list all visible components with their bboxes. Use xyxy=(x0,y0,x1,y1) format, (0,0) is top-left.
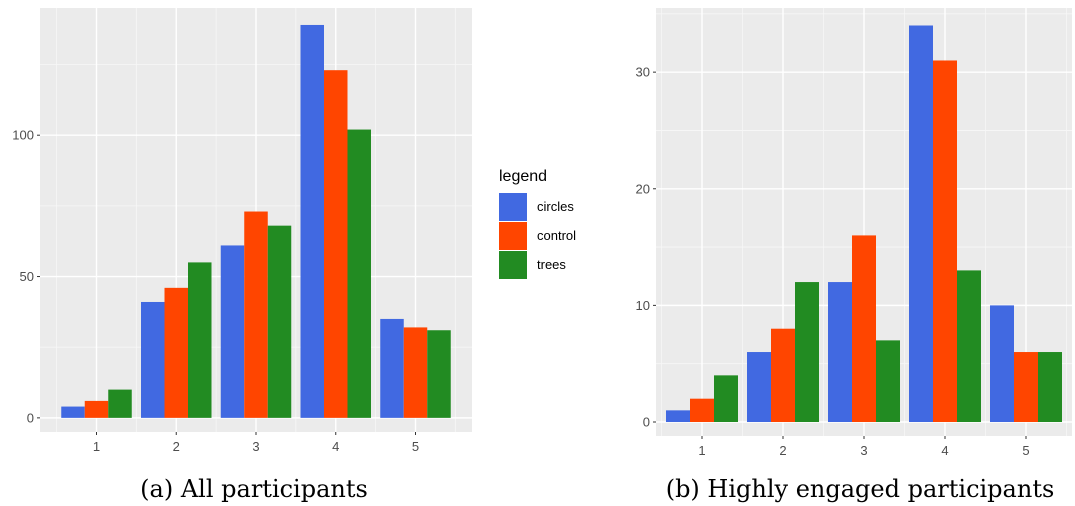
legend-title: legend xyxy=(499,168,547,185)
bar-trees-1 xyxy=(714,375,738,423)
x-tick-label: 2 xyxy=(173,439,180,454)
caption-b: (b) Highly engaged participants xyxy=(666,475,1055,503)
bar-control-2 xyxy=(164,287,188,418)
bar-circles-1 xyxy=(61,406,85,418)
x-tick-label: 3 xyxy=(860,443,867,458)
bar-trees-4 xyxy=(347,129,371,418)
bar-control-3 xyxy=(244,211,268,418)
bar-circles-2 xyxy=(747,352,771,423)
chart-all-participants: 0 50 100 1 2 3 4 5 xyxy=(12,8,472,454)
y-tick-label: 20 xyxy=(636,181,650,196)
caption-a: (a) All participants xyxy=(140,475,368,503)
bar-control-1 xyxy=(690,398,714,423)
bar-trees-1 xyxy=(108,389,132,418)
bar-control-3 xyxy=(852,235,876,423)
x-tick-label: 3 xyxy=(252,439,259,454)
bar-circles-5 xyxy=(990,305,1014,423)
legend-swatch-control xyxy=(499,222,527,250)
bar-trees-5 xyxy=(427,330,451,418)
bar-trees-5 xyxy=(1038,352,1062,423)
x-tick-label: 1 xyxy=(698,443,705,458)
y-tick-label: 50 xyxy=(20,269,34,284)
bar-control-2 xyxy=(771,328,795,423)
y-tick-label: 10 xyxy=(636,298,650,313)
bar-circles-3 xyxy=(828,282,852,423)
chart-highly-engaged-participants: 0 10 20 30 1 2 3 4 5 xyxy=(636,8,1072,458)
bar-control-4 xyxy=(324,70,348,418)
bar-control-5 xyxy=(1014,352,1038,423)
bar-circles-4 xyxy=(909,25,933,423)
legend-swatch-circles xyxy=(499,193,527,221)
x-tick-label: 5 xyxy=(412,439,419,454)
bar-trees-2 xyxy=(188,262,212,418)
y-tick-label: 0 xyxy=(643,415,650,430)
bar-trees-2 xyxy=(795,282,819,423)
legend-label-circles: circles xyxy=(537,199,574,214)
bar-circles-3 xyxy=(220,245,245,418)
y-tick-label: 0 xyxy=(27,410,34,425)
x-tick-label: 1 xyxy=(93,439,100,454)
bar-trees-4 xyxy=(957,270,981,423)
bar-trees-3 xyxy=(267,225,292,418)
y-tick-label: 100 xyxy=(12,128,34,143)
bar-control-5 xyxy=(403,327,428,418)
x-tick-label: 4 xyxy=(332,439,339,454)
bar-circles-5 xyxy=(380,318,404,418)
x-tick-label: 4 xyxy=(941,443,948,458)
x-tick-label: 5 xyxy=(1022,443,1029,458)
legend: legend circles control trees xyxy=(499,168,576,279)
bar-circles-1 xyxy=(666,410,690,423)
legend-label-control: control xyxy=(537,228,576,243)
legend-label-trees: trees xyxy=(537,257,566,272)
bar-trees-3 xyxy=(876,340,900,423)
legend-swatch-trees xyxy=(499,251,527,279)
bar-control-1 xyxy=(84,400,109,418)
x-tick-label: 2 xyxy=(779,443,786,458)
bar-circles-2 xyxy=(141,301,165,418)
bar-control-4 xyxy=(933,60,957,423)
y-tick-label: 30 xyxy=(636,65,650,80)
bar-circles-4 xyxy=(300,24,324,418)
